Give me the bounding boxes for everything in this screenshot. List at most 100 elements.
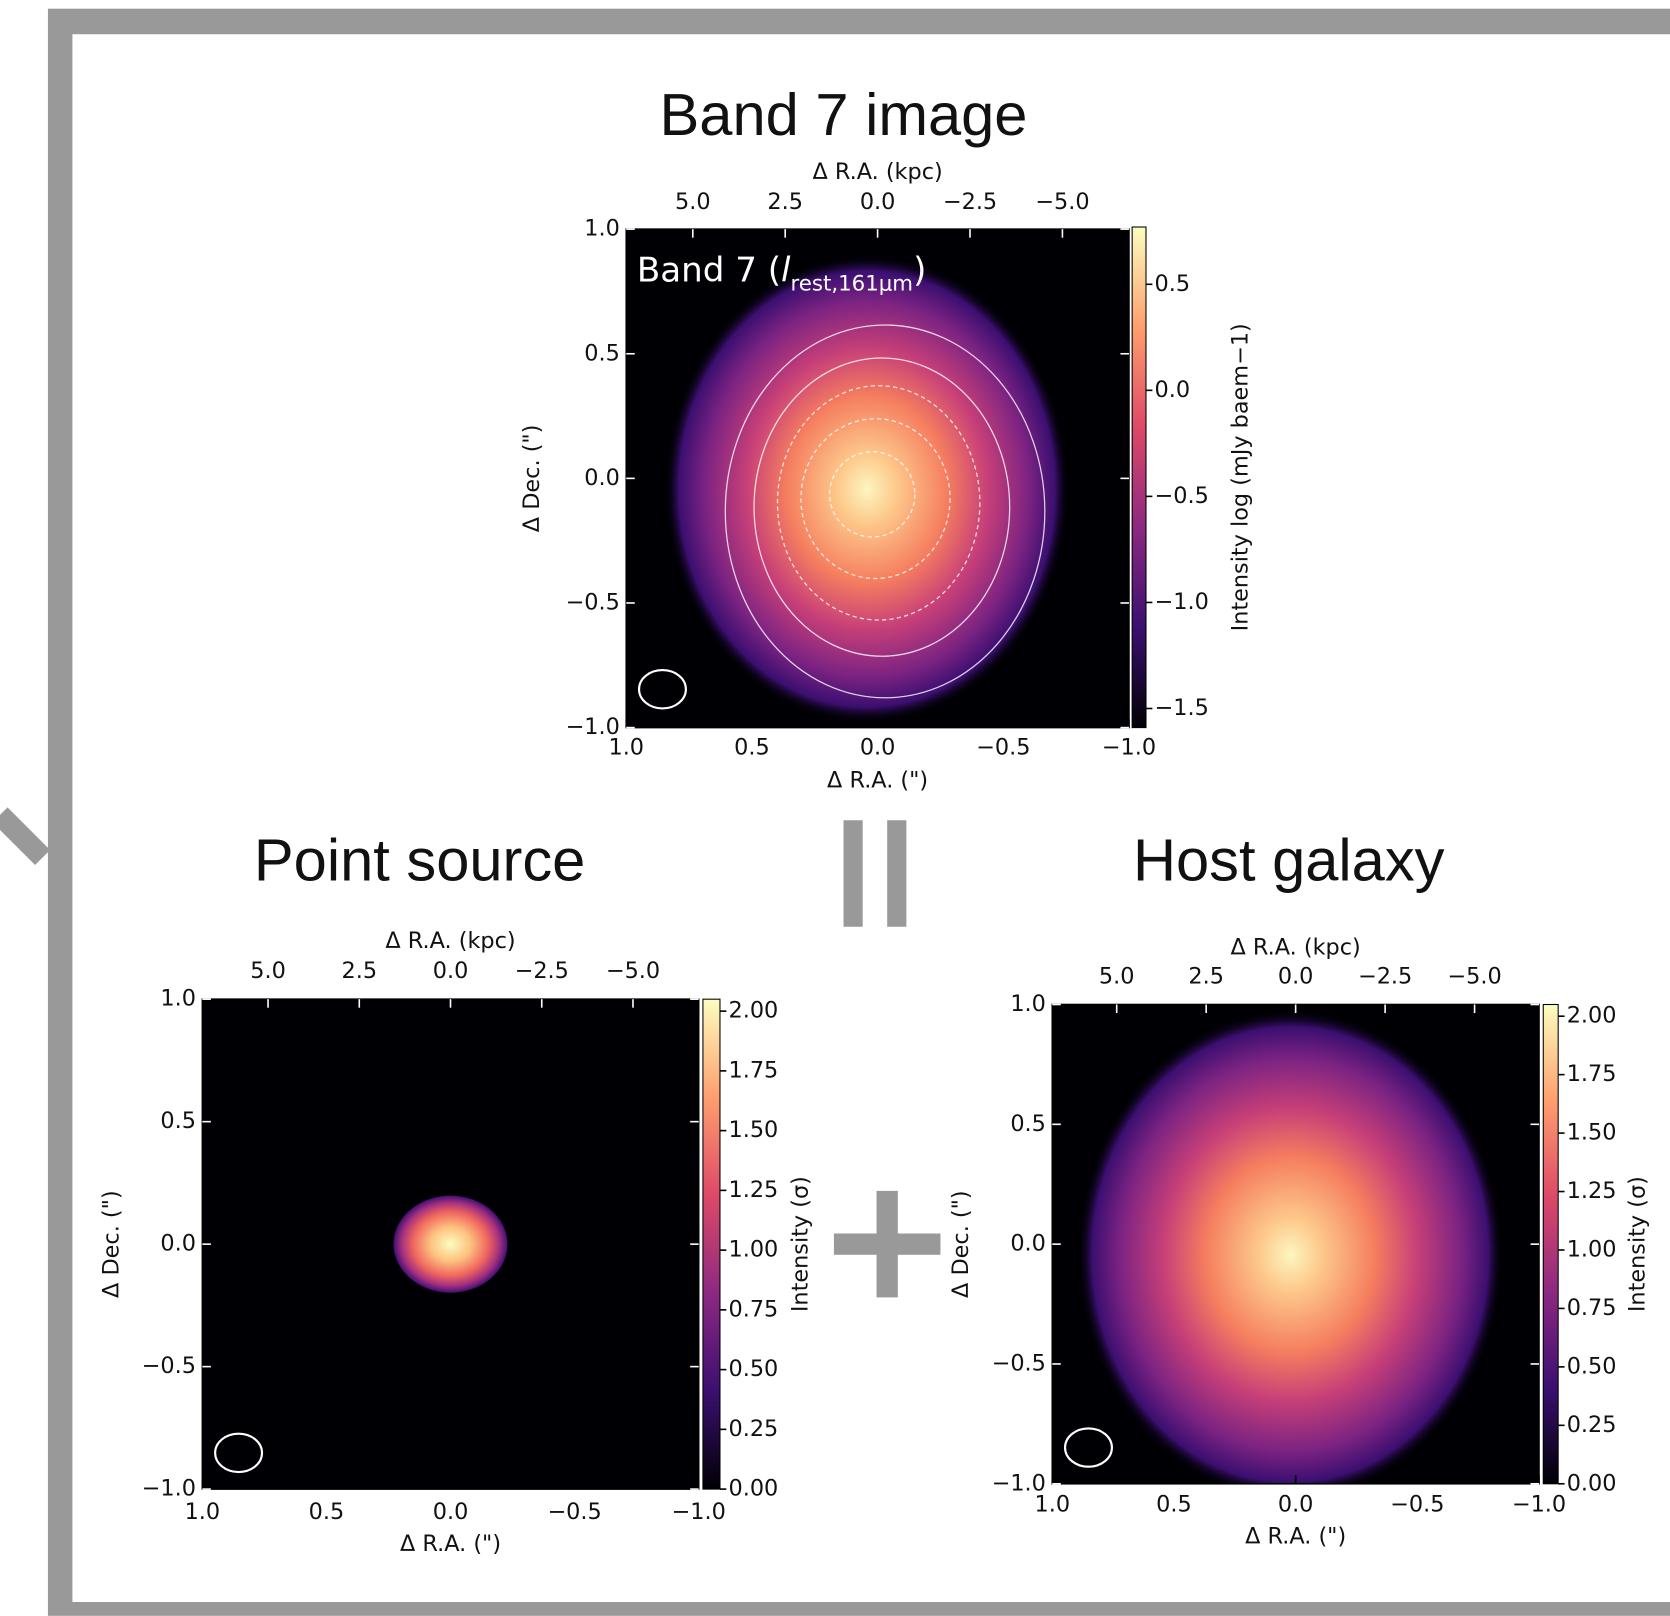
colorbar-label: Intensity (σ) bbox=[787, 1176, 813, 1312]
y-tick-label: 0.5 bbox=[584, 340, 620, 366]
x2-tick-label: 0.0 bbox=[1278, 963, 1314, 989]
y-axis-label: Δ Dec. (") bbox=[948, 1190, 974, 1298]
beam bbox=[214, 1432, 264, 1474]
x2-tick-label: 5.0 bbox=[675, 189, 711, 215]
colorbar-tick-label: 0.00 bbox=[1567, 1470, 1617, 1496]
y-tick-label: −1.0 bbox=[566, 714, 620, 740]
colorbar-tick-label: 0.5 bbox=[1155, 271, 1191, 297]
plus-sign bbox=[876, 1190, 898, 1298]
y-tick-label: 0.0 bbox=[1010, 1231, 1046, 1257]
y-tick-label: 0.0 bbox=[584, 465, 620, 491]
x2-tick-label: 5.0 bbox=[1099, 963, 1135, 989]
y-tick-label: −0.5 bbox=[142, 1353, 196, 1379]
x2-tick-label: 0.0 bbox=[860, 189, 896, 215]
y-tick-label: 0.0 bbox=[160, 1231, 196, 1257]
x-axis-label: Δ R.A. (") bbox=[400, 1531, 501, 1557]
colorbar-tick-label: 1.75 bbox=[1567, 1061, 1617, 1087]
panel-title: Point source bbox=[254, 827, 585, 894]
x2-axis-label: Δ R.A. (kpc) bbox=[385, 928, 515, 954]
x2-axis-label: Δ R.A. (kpc) bbox=[1231, 935, 1361, 961]
equals-sign bbox=[887, 820, 907, 927]
colorbar-tick-label: 0.00 bbox=[728, 1476, 778, 1502]
x-tick-label: −0.5 bbox=[976, 734, 1030, 760]
x-tick-label: 0.0 bbox=[433, 1499, 469, 1525]
y-axis-label: Δ Dec. (") bbox=[519, 425, 545, 533]
x-tick-label: 1.0 bbox=[185, 1499, 221, 1525]
x-tick-label: 0.5 bbox=[1156, 1492, 1192, 1518]
colorbar-tick-label: 0.75 bbox=[1567, 1295, 1617, 1321]
emission bbox=[393, 1195, 509, 1294]
colorbar bbox=[1131, 226, 1147, 729]
image bbox=[1063, 1009, 1504, 1484]
emission bbox=[1077, 1009, 1504, 1484]
x-tick-label: −0.5 bbox=[547, 1499, 601, 1525]
colorbar-tick-label: 0.50 bbox=[728, 1356, 778, 1382]
y-tick-label: −0.5 bbox=[992, 1350, 1046, 1376]
x2-tick-label: 0.0 bbox=[433, 958, 469, 984]
y-tick-label: −0.5 bbox=[566, 589, 620, 615]
y-tick-label: 0.5 bbox=[1010, 1111, 1046, 1137]
x-tick-label: 0.5 bbox=[309, 1499, 345, 1525]
annotation: Band 7 (lrest,161μm) bbox=[637, 250, 926, 296]
colorbar-tick-label: 2.00 bbox=[1567, 1003, 1617, 1029]
beam bbox=[1063, 1427, 1113, 1468]
contour bbox=[829, 451, 916, 538]
x2-axis-label: Δ R.A. (kpc) bbox=[812, 159, 942, 185]
colorbar-tick-label: 1.50 bbox=[1567, 1120, 1617, 1146]
x-axis-label: Δ R.A. (") bbox=[1245, 1524, 1346, 1550]
panel: Host galaxy 1.0 0.5 0.0 −0.5 −1.0 5.0 2.5 0.0 −2.… bbox=[948, 827, 1650, 1550]
x2-tick-label: −2.5 bbox=[943, 189, 997, 215]
colorbar-tick-label: 1.25 bbox=[728, 1177, 778, 1203]
panel-title: Host galaxy bbox=[1133, 827, 1445, 894]
y-tick-label: 1.0 bbox=[160, 986, 196, 1012]
x2-tick-label: 2.5 bbox=[1188, 963, 1224, 989]
x-tick-label: −0.5 bbox=[1390, 1492, 1444, 1518]
x2-tick-label: −2.5 bbox=[515, 958, 569, 984]
colorbar-tick-label: −1.5 bbox=[1155, 695, 1209, 721]
x-tick-label: −1.0 bbox=[1512, 1492, 1566, 1518]
colorbar-tick-label: 0.25 bbox=[728, 1416, 778, 1442]
colorbar-tick-label: 0.25 bbox=[1567, 1412, 1617, 1438]
annotation-part: Band 7 ( bbox=[637, 250, 781, 290]
contour bbox=[753, 357, 1011, 657]
annotation-part: ) bbox=[913, 250, 926, 290]
colorbar-label: Intensity log (mJy baem−1) bbox=[1227, 323, 1253, 631]
y-axis-label: Δ Dec. (") bbox=[98, 1190, 124, 1298]
equals-sign bbox=[843, 820, 863, 927]
colorbar-tick-label: 1.25 bbox=[1567, 1178, 1617, 1204]
image bbox=[214, 1195, 509, 1474]
y-tick-label: −1.0 bbox=[992, 1470, 1046, 1496]
colorbar-tick-label: 0.0 bbox=[1155, 377, 1191, 403]
x-tick-label: 0.0 bbox=[1278, 1492, 1314, 1518]
x-tick-label: 0.5 bbox=[734, 734, 770, 760]
annotation-part: rest,161μm bbox=[791, 271, 914, 296]
x-axis-label: Δ R.A. (") bbox=[827, 767, 928, 793]
x2-tick-label: 5.0 bbox=[250, 958, 286, 984]
x-tick-label: 1.0 bbox=[1034, 1492, 1070, 1518]
colorbar-tick-label: 0.50 bbox=[1567, 1353, 1617, 1379]
colorbar bbox=[702, 998, 721, 1490]
colorbar-tick-label: −0.5 bbox=[1155, 483, 1209, 509]
colorbar-tick-label: 1.50 bbox=[728, 1117, 778, 1143]
x2-tick-label: −5.0 bbox=[1447, 963, 1501, 989]
x2-tick-label: 2.5 bbox=[342, 958, 378, 984]
contour bbox=[724, 324, 1046, 699]
colorbar bbox=[1542, 1003, 1559, 1485]
panel: Band 7 image 1.0 0.5 0.0 −0.5 −1.0 5.0 2.5 0.0 −2… bbox=[519, 81, 1253, 793]
beam bbox=[637, 669, 687, 710]
colorbar-tick-label: 0.75 bbox=[728, 1296, 778, 1322]
contour bbox=[776, 385, 981, 621]
colorbar-tick-label: 1.75 bbox=[728, 1057, 778, 1083]
colorbar-tick-label: 1.00 bbox=[728, 1237, 778, 1263]
annotation-part: l bbox=[781, 250, 791, 290]
y-tick-label: 0.5 bbox=[160, 1108, 196, 1134]
y-tick-label: −1.0 bbox=[142, 1476, 196, 1502]
x-tick-label: 1.0 bbox=[608, 734, 644, 760]
x-tick-label: 0.0 bbox=[860, 734, 896, 760]
contour bbox=[800, 418, 951, 580]
panel: Point source 1.0 0.5 0.0 −0.5 −1.0 5.0 2.5 0.0 −2… bbox=[98, 827, 813, 1557]
colorbar-tick-label: 1.00 bbox=[1567, 1236, 1617, 1262]
y-tick-label: 1.0 bbox=[584, 216, 620, 242]
